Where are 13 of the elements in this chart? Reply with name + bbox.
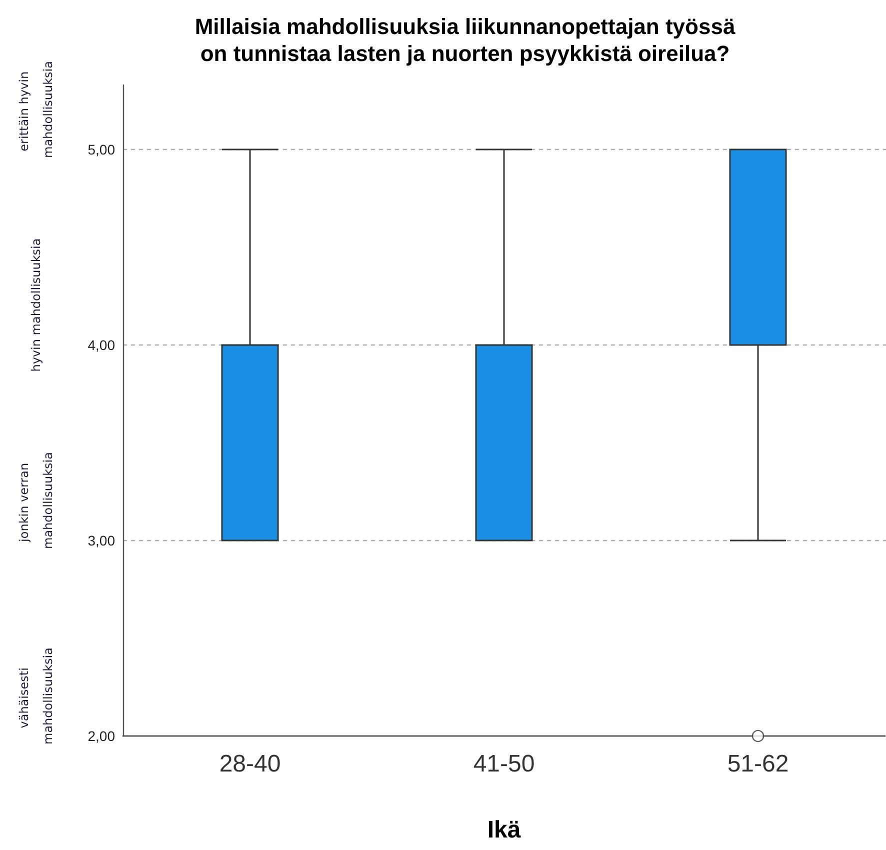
- y-tick-label: 5,00: [88, 142, 116, 158]
- x-tick-label: 51-62: [727, 750, 789, 778]
- x-tick-label: 41-50: [473, 750, 535, 778]
- y-tick-label: 3,00: [88, 532, 116, 549]
- chart-title: Millaisia mahdollisuuksia liikunnanopettajan työssä on tunnistaa lasten ja nuorten psyykkistä oireilua?: [194, 14, 736, 66]
- text: hyvin mahdollisuuksia: [29, 238, 43, 372]
- x-axis-title: Ikä: [487, 816, 522, 844]
- text: erittäin hyvin mahdollisuuksia: [17, 61, 55, 158]
- y-tick-label: 4,00: [88, 337, 116, 354]
- y-tick-label: 2,00: [88, 728, 116, 744]
- text: jonkin verran mahdollisuuksia: [17, 452, 55, 549]
- text: vähäisesti mahdollisuuksia: [17, 648, 55, 744]
- x-tick-label: 28-40: [219, 750, 281, 778]
